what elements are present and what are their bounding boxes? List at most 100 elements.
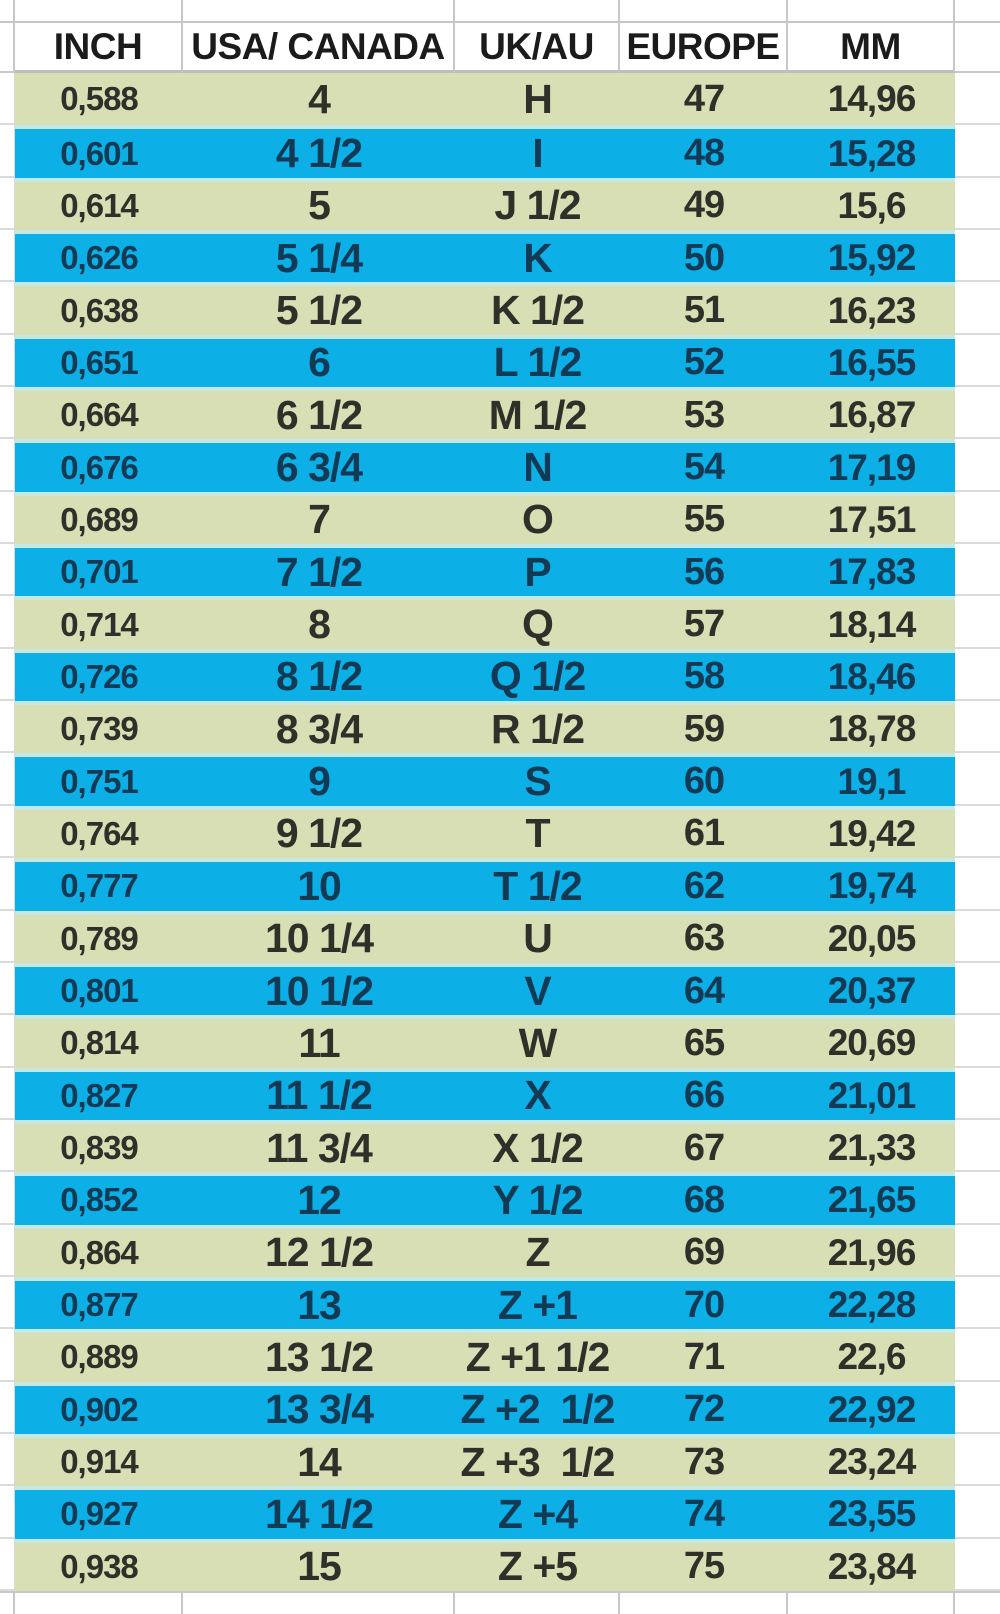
bottom-empty-cell [620, 1590, 788, 1614]
row-margin-right-cell [955, 858, 1000, 911]
row-margin-left-cell [0, 753, 15, 806]
cell-usa-canada: 9 1/2 [183, 805, 455, 859]
cell-europe: 71 [620, 1329, 788, 1382]
cell-mm: 23,55 [788, 1486, 955, 1539]
cell-usa-canada: 9 [183, 753, 455, 806]
row-margin-right-cell [955, 230, 1000, 283]
cell-mm: 16,23 [788, 282, 955, 335]
bottom-empty-cell [455, 1590, 620, 1614]
top-empty-cell [15, 0, 183, 23]
cell-usa-canada: 4 [183, 73, 455, 126]
cell-europe: 73 [620, 1433, 788, 1487]
row-margin-left-cell [0, 334, 15, 388]
cell-usa-canada: 8 [183, 596, 455, 649]
row-margin-right-cell [955, 701, 1000, 754]
cell-europe: 68 [620, 1172, 788, 1225]
cell-europe: 57 [620, 596, 788, 649]
cell-uk-au: V [455, 962, 620, 1016]
row-margin-left-cell [0, 1433, 15, 1487]
cell-uk-au: Z [455, 1224, 620, 1277]
cell-usa-canada: 12 [183, 1172, 455, 1225]
cell-usa-canada: 11 3/4 [183, 1119, 455, 1173]
cell-inch: 0,938 [15, 1538, 183, 1591]
cell-usa-canada: 6 1/2 [183, 387, 455, 440]
cell-uk-au: K 1/2 [455, 282, 620, 335]
bottom-empty-cell [183, 1590, 455, 1614]
row-margin-left-cell [0, 596, 15, 649]
row-margin-left-cell [0, 1119, 15, 1173]
cell-usa-canada: 13 [183, 1276, 455, 1330]
header-cell-uk-au: UK/AU [455, 23, 620, 73]
row-margin-left-cell [0, 1486, 15, 1539]
cell-mm: 21,01 [788, 1067, 955, 1120]
cell-mm: 17,51 [788, 491, 955, 545]
row-margin-left-cell [0, 701, 15, 754]
row-margin-left-cell [0, 439, 15, 492]
cell-uk-au: J 1/2 [455, 177, 620, 231]
row-margin-left-cell [0, 648, 15, 702]
header-cell-mm: MM [788, 23, 955, 73]
cell-inch: 0,777 [15, 858, 183, 911]
cell-mm: 20,05 [788, 910, 955, 963]
cell-mm: 15,28 [788, 125, 955, 178]
row-margin-left-cell [0, 177, 15, 231]
cell-mm: 18,78 [788, 701, 955, 754]
cell-inch: 0,726 [15, 648, 183, 702]
row-margin-left-cell [0, 125, 15, 178]
cell-europe: 61 [620, 805, 788, 859]
row-margin-left-cell [0, 387, 15, 440]
cell-europe: 65 [620, 1015, 788, 1068]
cell-uk-au: O [455, 491, 620, 545]
cell-uk-au: M 1/2 [455, 387, 620, 440]
cell-inch: 0,689 [15, 491, 183, 545]
cell-mm: 19,42 [788, 805, 955, 859]
cell-inch: 0,739 [15, 701, 183, 754]
cell-inch: 0,676 [15, 439, 183, 492]
header-margin-right-cell [955, 23, 1000, 73]
cell-mm: 18,46 [788, 648, 955, 702]
cell-usa-canada: 5 1/4 [183, 230, 455, 283]
cell-europe: 49 [620, 177, 788, 231]
cell-uk-au: K [455, 230, 620, 283]
header-cell-europe: EUROPE [620, 23, 788, 73]
cell-mm: 22,6 [788, 1329, 955, 1382]
cell-usa-canada: 12 1/2 [183, 1224, 455, 1277]
row-margin-left-cell [0, 910, 15, 963]
cell-usa-canada: 11 1/2 [183, 1067, 455, 1120]
row-margin-right-cell [955, 1067, 1000, 1120]
cell-europe: 70 [620, 1276, 788, 1330]
row-margin-right-cell [955, 1486, 1000, 1539]
cell-uk-au: R 1/2 [455, 701, 620, 754]
cell-inch: 0,789 [15, 910, 183, 963]
cell-inch: 0,864 [15, 1224, 183, 1277]
cell-inch: 0,764 [15, 805, 183, 859]
cell-uk-au: Q [455, 596, 620, 649]
row-margin-right-cell [955, 1015, 1000, 1068]
cell-inch: 0,877 [15, 1276, 183, 1330]
row-margin-right-cell [955, 962, 1000, 1016]
cell-europe: 66 [620, 1067, 788, 1120]
cell-inch: 0,902 [15, 1381, 183, 1434]
cell-mm: 22,28 [788, 1276, 955, 1330]
top-margin-right-cell [955, 0, 1000, 23]
bottom-margin-left-cell [0, 1590, 15, 1614]
cell-uk-au: Z +1 1/2 [455, 1329, 620, 1382]
cell-usa-canada: 10 [183, 858, 455, 911]
top-margin-left-cell [0, 0, 15, 23]
cell-mm: 17,83 [788, 544, 955, 597]
row-margin-right-cell [955, 1224, 1000, 1277]
cell-europe: 63 [620, 910, 788, 963]
cell-europe: 48 [620, 125, 788, 178]
cell-usa-canada: 5 1/2 [183, 282, 455, 335]
row-margin-right-cell [955, 1538, 1000, 1591]
cell-uk-au: X [455, 1067, 620, 1120]
cell-inch: 0,714 [15, 596, 183, 649]
cell-inch: 0,889 [15, 1329, 183, 1382]
cell-mm: 20,37 [788, 962, 955, 1016]
cell-europe: 74 [620, 1486, 788, 1539]
top-empty-cell [455, 0, 620, 23]
row-margin-left-cell [0, 491, 15, 545]
header-cell-inch: INCH [15, 23, 183, 73]
row-margin-right-cell [955, 1381, 1000, 1434]
cell-inch: 0,651 [15, 334, 183, 388]
